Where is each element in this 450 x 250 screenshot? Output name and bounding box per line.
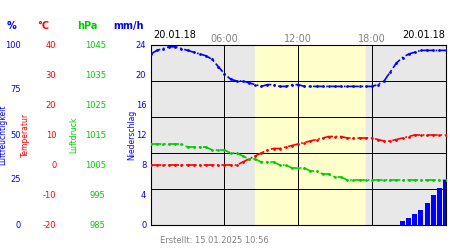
Text: 985: 985	[90, 220, 106, 230]
Bar	[412, 214, 417, 225]
Text: -20: -20	[43, 220, 56, 230]
Bar	[418, 210, 423, 225]
Text: 8: 8	[141, 160, 146, 170]
Text: 20.01.18: 20.01.18	[153, 30, 196, 40]
Text: Erstellt: 15.01.2025 10:56: Erstellt: 15.01.2025 10:56	[160, 236, 269, 245]
Bar	[425, 202, 430, 225]
Bar	[366, 45, 446, 225]
Bar	[406, 218, 411, 225]
Bar	[255, 45, 366, 225]
Text: 40: 40	[46, 40, 56, 50]
Bar	[431, 195, 436, 225]
Text: 1045: 1045	[85, 40, 106, 50]
Text: Luftdruck: Luftdruck	[69, 117, 78, 153]
Text: hPa: hPa	[77, 21, 98, 31]
Text: 20: 20	[136, 70, 146, 80]
Text: 0: 0	[51, 160, 56, 170]
Text: -10: -10	[43, 190, 56, 200]
Text: Niederschlag: Niederschlag	[127, 110, 136, 160]
Text: 16: 16	[135, 100, 146, 110]
Text: Temperatur: Temperatur	[21, 113, 30, 157]
Bar	[151, 45, 255, 225]
Text: 4: 4	[141, 190, 146, 200]
Text: 75: 75	[10, 86, 21, 94]
Text: 25: 25	[11, 176, 21, 184]
Bar	[443, 180, 448, 225]
Text: mm/h: mm/h	[113, 21, 144, 31]
Text: 12: 12	[136, 130, 146, 140]
Text: 100: 100	[5, 40, 21, 50]
Text: Luftfeuchtigkeit: Luftfeuchtigkeit	[0, 105, 8, 165]
Text: 20.01.18: 20.01.18	[403, 30, 446, 40]
Text: %: %	[6, 21, 16, 31]
Text: 24: 24	[136, 40, 146, 50]
Text: °C: °C	[37, 21, 49, 31]
Text: 995: 995	[90, 190, 106, 200]
Text: 50: 50	[11, 130, 21, 140]
Text: 0: 0	[141, 220, 146, 230]
Text: 20: 20	[46, 100, 56, 110]
Text: 0: 0	[16, 220, 21, 230]
Text: 1025: 1025	[85, 100, 106, 110]
Text: 1005: 1005	[85, 160, 106, 170]
Bar	[437, 188, 442, 225]
Text: 1015: 1015	[85, 130, 106, 140]
Bar	[400, 221, 405, 225]
Text: 30: 30	[45, 70, 56, 80]
Text: 1035: 1035	[85, 70, 106, 80]
Text: 10: 10	[46, 130, 56, 140]
